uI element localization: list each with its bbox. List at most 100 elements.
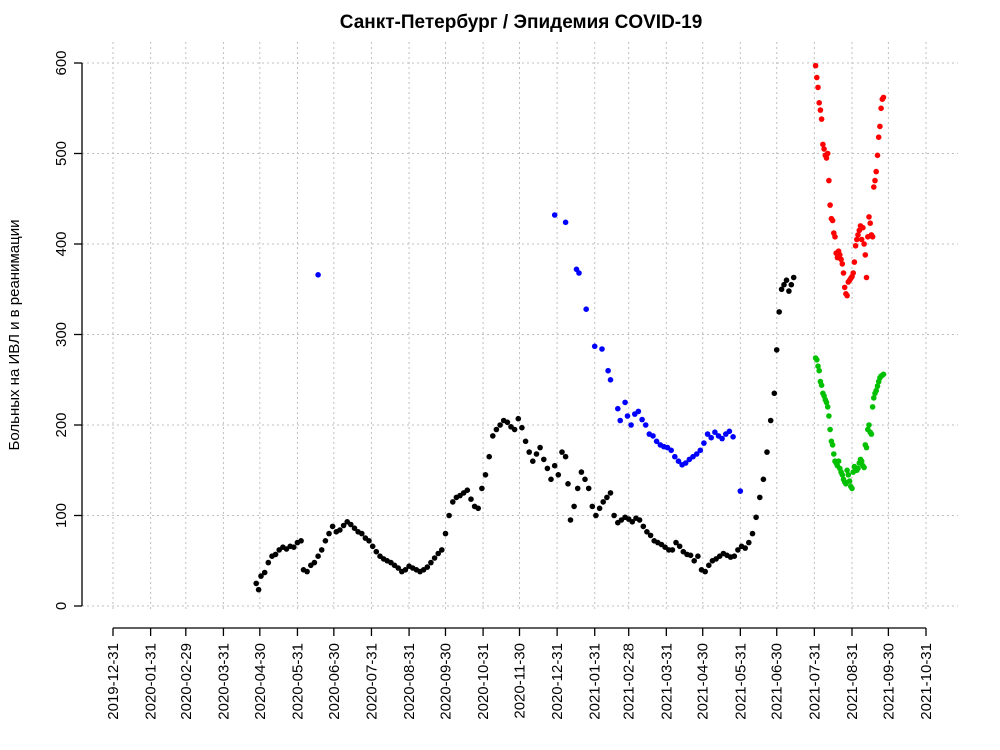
x-tick-label: 2020-12-31	[549, 643, 566, 720]
data-point	[261, 569, 268, 576]
data-point	[726, 428, 733, 435]
data-point	[253, 580, 259, 587]
data-point	[544, 465, 551, 472]
x-tick-label: 2021-09-30	[880, 643, 897, 720]
data-point	[450, 499, 456, 505]
x-tick-label: 2021-08-31	[844, 643, 861, 720]
data-point	[607, 377, 614, 383]
data-point	[840, 270, 847, 276]
data-point	[776, 309, 782, 315]
data-point	[504, 419, 511, 426]
x-tick-label: 2021-02-28	[621, 643, 638, 720]
x-tick-label: 2020-08-31	[401, 643, 418, 720]
data-point	[861, 464, 867, 471]
axes: 0 100 200 300 400 500 600 2019-12-31 2020-01-31 2…	[53, 50, 935, 719]
data-point	[537, 444, 543, 451]
data-point	[475, 505, 482, 512]
data-point	[593, 512, 599, 519]
data-point	[852, 243, 859, 249]
data-point	[482, 472, 489, 478]
data-point	[815, 363, 821, 370]
data-point	[869, 404, 876, 410]
data-point	[337, 527, 343, 533]
data-point	[812, 62, 819, 69]
x-tick-label: 2020-05-31	[289, 643, 306, 720]
data-point	[395, 565, 402, 571]
data-point	[446, 512, 452, 519]
data-point	[315, 553, 321, 559]
data-point	[829, 442, 836, 448]
x-tick-label: 2021-05-31	[732, 643, 749, 720]
data-point	[691, 558, 697, 564]
data-point	[291, 544, 297, 550]
data-point	[868, 431, 875, 437]
data-point	[541, 456, 547, 463]
data-point	[255, 586, 262, 593]
data-point	[861, 241, 867, 247]
data-point	[530, 458, 536, 465]
data-point	[647, 532, 654, 539]
data-point	[511, 426, 518, 433]
data-point	[873, 168, 879, 175]
data-point	[562, 219, 569, 226]
data-point	[329, 523, 336, 530]
data-point	[615, 405, 621, 412]
data-point	[431, 555, 438, 561]
data-point	[493, 426, 500, 433]
data-point	[562, 453, 569, 460]
data-point	[628, 422, 634, 428]
data-point	[735, 547, 741, 553]
data-point	[863, 274, 870, 281]
data-point	[760, 476, 767, 483]
data-point	[719, 435, 725, 442]
data-point	[814, 357, 820, 363]
data-point	[749, 530, 756, 537]
x-tick-label: 2020-07-31	[363, 643, 380, 720]
data-point	[693, 451, 700, 457]
data-point	[701, 440, 707, 446]
data-point	[771, 390, 778, 397]
data-point	[862, 252, 869, 258]
data-point	[838, 256, 844, 263]
data-point	[871, 395, 877, 401]
data-point	[640, 523, 647, 530]
data-point	[585, 485, 592, 492]
data-point	[767, 417, 774, 424]
data-point	[816, 100, 822, 106]
x-tick-label: 2020-06-30	[326, 643, 343, 720]
data-point	[860, 224, 866, 231]
data-point	[837, 252, 843, 258]
data-point	[522, 438, 529, 445]
data-point	[571, 503, 577, 510]
data-point	[682, 460, 689, 466]
data-point	[533, 451, 540, 457]
y-axis-label: Больных на ИВЛ и в реанимации	[6, 220, 23, 451]
data-point	[764, 449, 770, 455]
data-point	[855, 465, 861, 472]
y-tick-label: 600	[53, 50, 70, 75]
data-point	[858, 236, 865, 243]
data-point	[676, 543, 683, 550]
data-point	[790, 274, 797, 281]
data-point	[824, 150, 831, 157]
data-point	[258, 573, 264, 579]
data-point	[565, 481, 571, 487]
data-point	[607, 490, 614, 496]
data-point	[708, 434, 714, 441]
grid	[82, 42, 958, 612]
data-point	[435, 550, 442, 557]
data-point	[702, 568, 708, 575]
x-tick-label: 2020-09-30	[437, 643, 454, 720]
data-point	[866, 422, 872, 428]
data-point	[869, 234, 876, 240]
x-tick-label: 2020-02-29	[178, 643, 195, 720]
data-point	[757, 494, 763, 501]
data-point	[326, 530, 332, 537]
data-point	[823, 155, 830, 161]
data-point	[846, 478, 853, 484]
x-tick-label: 2020-03-31	[215, 643, 232, 720]
data-point	[402, 567, 409, 573]
x-tick-label: 2021-03-31	[658, 643, 675, 720]
data-point	[826, 177, 832, 184]
data-point	[815, 84, 821, 91]
